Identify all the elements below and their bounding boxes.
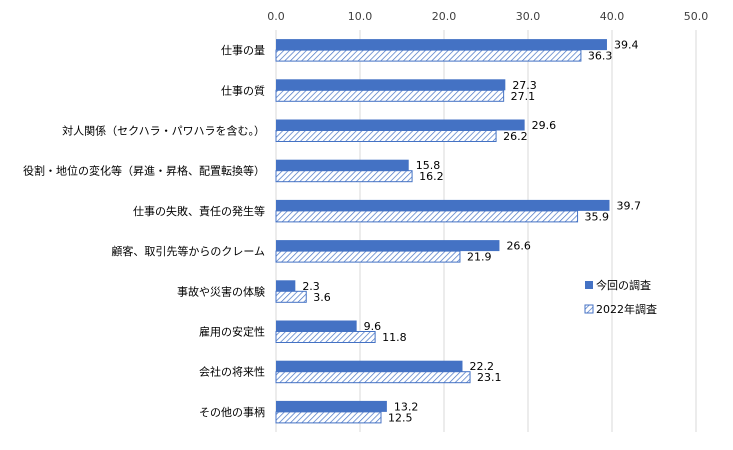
bars <box>275 39 610 424</box>
data-label: 26.2 <box>503 130 527 143</box>
data-label: 26.6 <box>506 240 531 253</box>
x-axis-ticks: 0.0 10.0 20.0 30.0 40.0 50.0 <box>267 10 708 23</box>
category-label: 会社の将来性 <box>199 365 265 379</box>
category-label: 顧客、取引先等からのクレーム <box>111 244 265 258</box>
data-label: 11.8 <box>382 331 407 344</box>
data-label: 27.3 <box>512 79 537 92</box>
bar <box>276 320 357 332</box>
category-label: 仕事の質 <box>221 83 265 97</box>
legend: 今回の調査 2022年調査 <box>584 278 657 316</box>
data-label: 39.7 <box>616 199 641 212</box>
data-label: 2.3 <box>302 280 320 293</box>
x-tick-label: 10.0 <box>348 10 373 23</box>
category-label: 対人関係（セクハラ・パワハラを含む。） <box>62 124 265 138</box>
bar <box>275 49 582 62</box>
legend-swatch <box>584 304 594 314</box>
bar <box>276 240 500 252</box>
data-label: 15.8 <box>416 159 441 172</box>
data-label: 3.6 <box>313 291 331 304</box>
data-label: 39.4 <box>614 39 639 52</box>
data-label: 36.3 <box>588 50 613 63</box>
legend-label: 今回の調査 <box>596 278 651 292</box>
bar <box>276 360 463 372</box>
bar <box>276 79 506 91</box>
bar <box>276 280 296 292</box>
bar <box>276 159 409 171</box>
bar <box>276 199 610 211</box>
data-label: 27.1 <box>511 90 536 103</box>
bar <box>276 400 387 412</box>
bar <box>275 411 382 424</box>
bar <box>276 39 607 51</box>
data-label: 13.2 <box>394 400 419 413</box>
data-label: 12.5 <box>388 411 413 424</box>
category-label: 仕事の失敗、責任の発生等 <box>133 204 265 218</box>
bar <box>275 371 471 384</box>
x-tick-label: 30.0 <box>516 10 541 23</box>
legend-label: 2022年調査 <box>596 302 657 316</box>
bar <box>275 89 505 102</box>
x-tick-label: 20.0 <box>432 10 457 23</box>
data-label: 21.9 <box>467 251 492 264</box>
data-label: 9.6 <box>364 320 382 333</box>
data-labels: 39.436.3 27.327.1 29.6 26.2 15.816.2 39.7 35.9… <box>302 39 641 425</box>
bar <box>275 250 461 263</box>
category-label: 雇用の安定性 <box>199 325 265 339</box>
bar <box>275 130 497 142</box>
bar <box>275 170 413 183</box>
x-tick-label: 40.0 <box>600 10 625 23</box>
bar <box>275 290 307 303</box>
legend-swatch <box>585 281 593 289</box>
x-tick-label: 50.0 <box>684 10 709 23</box>
category-label: 仕事の量 <box>221 44 265 57</box>
category-label: その他の事柄 <box>199 406 265 419</box>
bar <box>275 331 376 343</box>
bar <box>276 119 525 131</box>
data-label: 22.2 <box>469 360 494 373</box>
category-label: 役割・地位の変化等（昇進・昇格、配置転換等） <box>23 164 265 178</box>
data-label: 16.2 <box>419 170 444 183</box>
data-label: 29.6 <box>532 119 557 132</box>
category-label: 事故や災害の体験 <box>177 284 265 298</box>
bar <box>275 210 579 223</box>
x-tick-label: 0.0 <box>267 10 285 23</box>
data-label: 23.1 <box>477 371 502 384</box>
data-label: 35.9 <box>585 210 610 223</box>
